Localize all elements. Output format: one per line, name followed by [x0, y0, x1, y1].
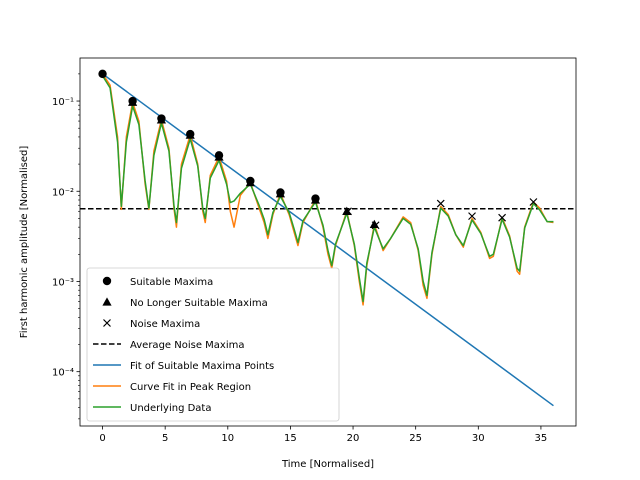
legend-item: Underlying Data: [93, 403, 211, 414]
fit-of-suitable-maxima-points-line: [102, 73, 554, 407]
x-tick-label: 5: [162, 433, 168, 444]
series-fit-of-suitable-maxima-points: [102, 73, 554, 407]
y-axis: 10⁻⁴ 10⁻³ 10⁻² 10⁻¹: [52, 73, 80, 420]
legend-item: Fit of Suitable Maxima Points: [93, 361, 274, 372]
noise-maxima-point: [436, 199, 445, 208]
noise-maxima-point: [344, 207, 352, 216]
legend-item: Suitable Maxima: [102, 276, 213, 288]
plot-frame: [79, 57, 577, 427]
x-axis-label: Time [Normalised]: [281, 459, 374, 470]
y-tick-label: 10⁻¹: [52, 97, 74, 108]
legend-label: Underlying Data: [130, 403, 211, 414]
legend-item: Curve Fit in Peak Region: [93, 382, 251, 393]
legend-label: Average Noise Maxima: [130, 340, 244, 351]
legend-label: Noise Maxima: [130, 319, 200, 330]
y-tick-label: 10⁻³: [52, 277, 74, 288]
legend-marker: [103, 319, 111, 327]
x-tick-label: 25: [409, 433, 422, 444]
legend-marker: [102, 276, 112, 286]
legend-box: [86, 267, 340, 422]
x-tick-label: 15: [284, 433, 297, 444]
no-longer-suitable-maxima-point: [245, 177, 255, 187]
legend-item: No Longer Suitable Maxima: [102, 297, 268, 309]
legend-label: Curve Fit in Peak Region: [130, 382, 251, 393]
legend-item: Noise Maxima: [103, 319, 200, 330]
y-axis-label: First harmonic amplitude [Normalised]: [19, 146, 30, 339]
no-longer-suitable-maxima-point: [156, 115, 167, 124]
noise-maxima-point: [371, 221, 380, 230]
suitable-maxima-point: [98, 69, 107, 79]
no-longer-suitable-maxima-point: [275, 189, 286, 198]
x-tick-label: 20: [347, 433, 360, 444]
noise-maxima-point: [529, 198, 538, 206]
y-tick-label: 10⁻⁴: [52, 368, 74, 379]
legend-marker: [102, 297, 112, 306]
no-longer-suitable-maxima-point: [185, 130, 195, 139]
x-tick-label: 30: [472, 433, 485, 444]
series-layer: [80, 69, 576, 407]
noise-maxima-point: [468, 212, 476, 221]
x-tick-label: 0: [99, 433, 105, 444]
legend-label: Fit of Suitable Maxima Points: [130, 361, 274, 372]
x-tick-label: 10: [221, 433, 234, 444]
x-tick-label: 35: [535, 433, 548, 444]
legend-item: Average Noise Maxima: [93, 340, 244, 351]
series-no-longer-suitable-maxima: [128, 97, 379, 229]
no-longer-suitable-maxima-point: [310, 195, 321, 204]
y-tick-label: 10⁻²: [52, 187, 74, 198]
x-axis: 0 5 10 15 20 25 30 35: [99, 426, 547, 444]
no-longer-suitable-maxima-point: [128, 97, 138, 106]
legend: Suitable Maxima No Longer Suitable Maxima…: [86, 267, 340, 422]
series-noise-maxima: [344, 198, 538, 230]
legend-label: No Longer Suitable Maxima: [130, 298, 268, 309]
no-longer-suitable-maxima-point: [214, 152, 224, 161]
legend-label: Suitable Maxima: [130, 277, 213, 288]
noise-maxima-point: [498, 213, 507, 222]
